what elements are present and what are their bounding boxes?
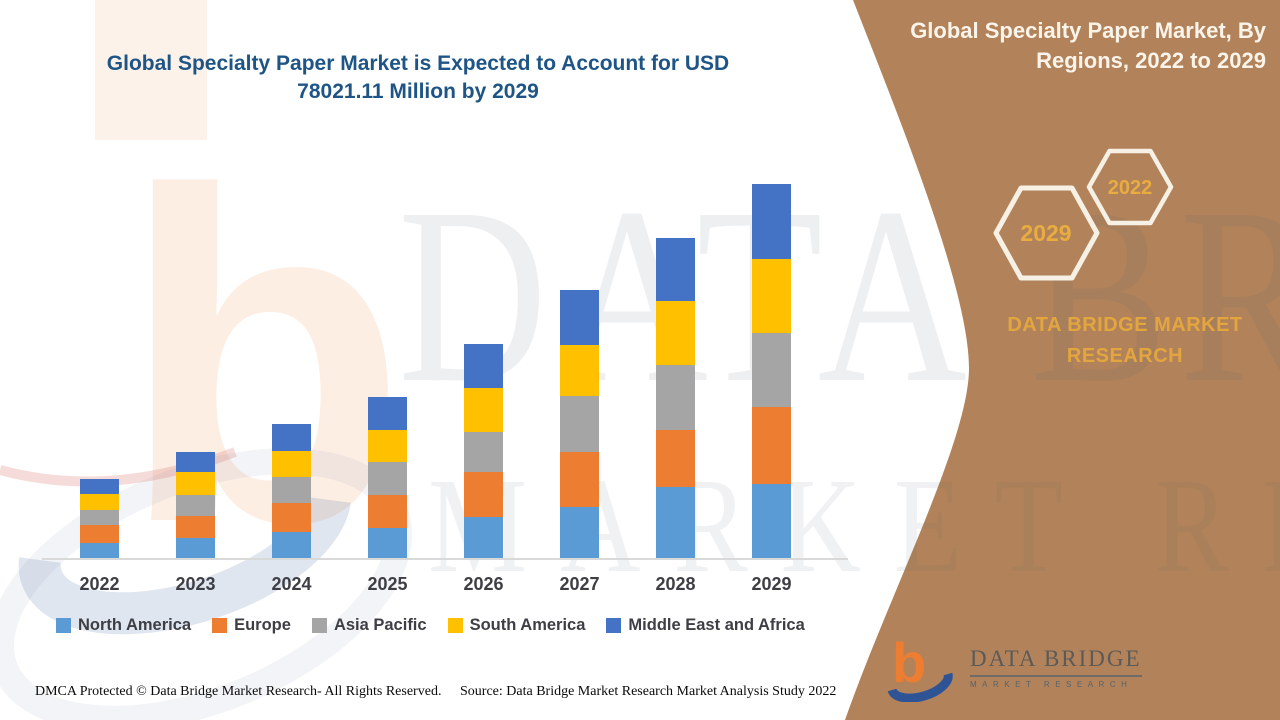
bar-segment-north-america <box>560 507 599 558</box>
bar-segment-middle-east-and-africa <box>656 238 695 301</box>
legend-item: Asia Pacific <box>311 616 427 635</box>
bar-segment-europe <box>560 452 599 507</box>
bar-segment-asia-pacific <box>368 462 407 495</box>
bar-segment-asia-pacific <box>560 396 599 452</box>
bar-segment-asia-pacific <box>752 333 791 407</box>
bar-segment-north-america <box>464 517 503 558</box>
chart-legend: North America Europe Asia Pacific South Ame… <box>56 616 846 635</box>
bar-segment-south-america <box>656 301 695 365</box>
bar-segment-middle-east-and-africa <box>368 397 407 430</box>
bar-segment-asia-pacific <box>176 495 215 516</box>
x-axis-label: 2027 <box>559 574 600 594</box>
bar-segment-south-america <box>368 430 407 462</box>
bar-segment-asia-pacific <box>464 432 503 472</box>
bar-segment-south-america <box>272 451 311 477</box>
bar-segment-europe <box>752 407 791 484</box>
legend-item: Middle East and Africa <box>606 616 805 635</box>
bar-segment-middle-east-and-africa <box>560 290 599 345</box>
legend-item: South America <box>447 616 586 635</box>
legend-swatch <box>56 618 71 633</box>
legend-label: Middle East and Africa <box>628 616 805 634</box>
legend-label: South America <box>469 616 586 634</box>
bar-segment-europe <box>272 503 311 532</box>
chart-title: Global Specialty Paper Market is Expecte… <box>57 50 779 106</box>
x-axis-label: 2025 <box>367 574 408 594</box>
bar-segment-north-america <box>176 538 215 558</box>
bar-segment-south-america <box>176 472 215 495</box>
legend-label: North America <box>78 616 192 634</box>
logo-wordmark: DATA BRIDGE <box>970 646 1142 677</box>
bar-chart-plot: 2022 2023 2024 2025 2026 2027 2028 2029 <box>42 184 848 594</box>
legend-label: Asia Pacific <box>333 616 427 634</box>
bar-segment-north-america <box>752 484 791 558</box>
hexagon-2029-badge: 2029 <box>993 185 1100 281</box>
x-axis-label: 2028 <box>655 574 696 594</box>
bar-segment-europe <box>656 430 695 487</box>
bar-segment-north-america <box>80 543 119 558</box>
footer-source-text: Source: Data Bridge Market Research Mark… <box>460 684 837 699</box>
x-axis-label: 2022 <box>79 574 120 594</box>
legend-swatch <box>447 618 463 633</box>
logo-b-icon: b <box>887 634 953 702</box>
brand-logo: b DATA BRIDGE MARKET RESEARCH <box>886 634 1142 702</box>
x-axis-label: 2023 <box>175 574 216 594</box>
bar-segment-north-america <box>272 532 311 558</box>
x-axis-label: 2024 <box>271 574 312 594</box>
legend-swatch <box>311 618 327 633</box>
footer-dmca-text: DMCA Protected © Data Bridge Market Rese… <box>35 684 442 699</box>
sidebar-title: Global Specialty Paper Market, By Region… <box>866 16 1266 76</box>
bar-segment-europe <box>368 495 407 528</box>
bar-segment-asia-pacific <box>80 510 119 525</box>
legend-swatch <box>212 618 228 633</box>
bar-segment-asia-pacific <box>656 365 695 430</box>
chart-title-line2: 78021.11 Million by 2029 <box>297 80 539 103</box>
bar-segment-middle-east-and-africa <box>176 452 215 472</box>
x-axis-label: 2026 <box>463 574 504 594</box>
hexagon-badges: 2022 2029 <box>993 148 1174 281</box>
bar-segment-middle-east-and-africa <box>752 184 791 259</box>
sidebar-brand-text: DATA BRIDGE MARKET RESEARCH <box>1007 314 1243 367</box>
x-axis-line <box>42 558 848 560</box>
hexagon-2022-label: 2022 <box>1108 177 1153 199</box>
bar-segment-europe <box>464 472 503 517</box>
bar-segment-north-america <box>656 487 695 558</box>
bar-segment-middle-east-and-africa <box>80 479 119 494</box>
bar-segment-middle-east-and-africa <box>464 344 503 388</box>
bar-segment-asia-pacific <box>272 477 311 503</box>
bar-segment-north-america <box>368 528 407 558</box>
legend-swatch <box>606 618 622 633</box>
bar-segment-south-america <box>464 388 503 432</box>
legend-item: Europe <box>212 616 291 635</box>
legend-label: Europe <box>234 616 291 634</box>
legend-item: North America <box>56 616 191 635</box>
svg-text:b: b <box>120 95 407 620</box>
bar-segment-south-america <box>80 494 119 510</box>
x-axis-label: 2029 <box>751 574 792 594</box>
chart-title-line1: Global Specialty Paper Market is Expecte… <box>106 52 730 75</box>
hexagon-2022-badge: 2022 <box>1086 148 1174 226</box>
logo-subtitle: MARKET RESEARCH <box>970 680 1133 689</box>
sidebar-title-line1: Global Specialty Paper Market, By <box>910 18 1266 43</box>
sidebar-title-line2: Regions, 2022 to 2029 <box>1036 48 1266 73</box>
bar-segment-south-america <box>752 259 791 333</box>
bar-segment-middle-east-and-africa <box>272 424 311 451</box>
svg-text:b: b <box>892 634 926 694</box>
bar-segment-south-america <box>560 345 599 396</box>
bar-segment-europe <box>80 525 119 543</box>
hexagon-2029-label: 2029 <box>1020 220 1071 246</box>
bar-segment-europe <box>176 516 215 538</box>
